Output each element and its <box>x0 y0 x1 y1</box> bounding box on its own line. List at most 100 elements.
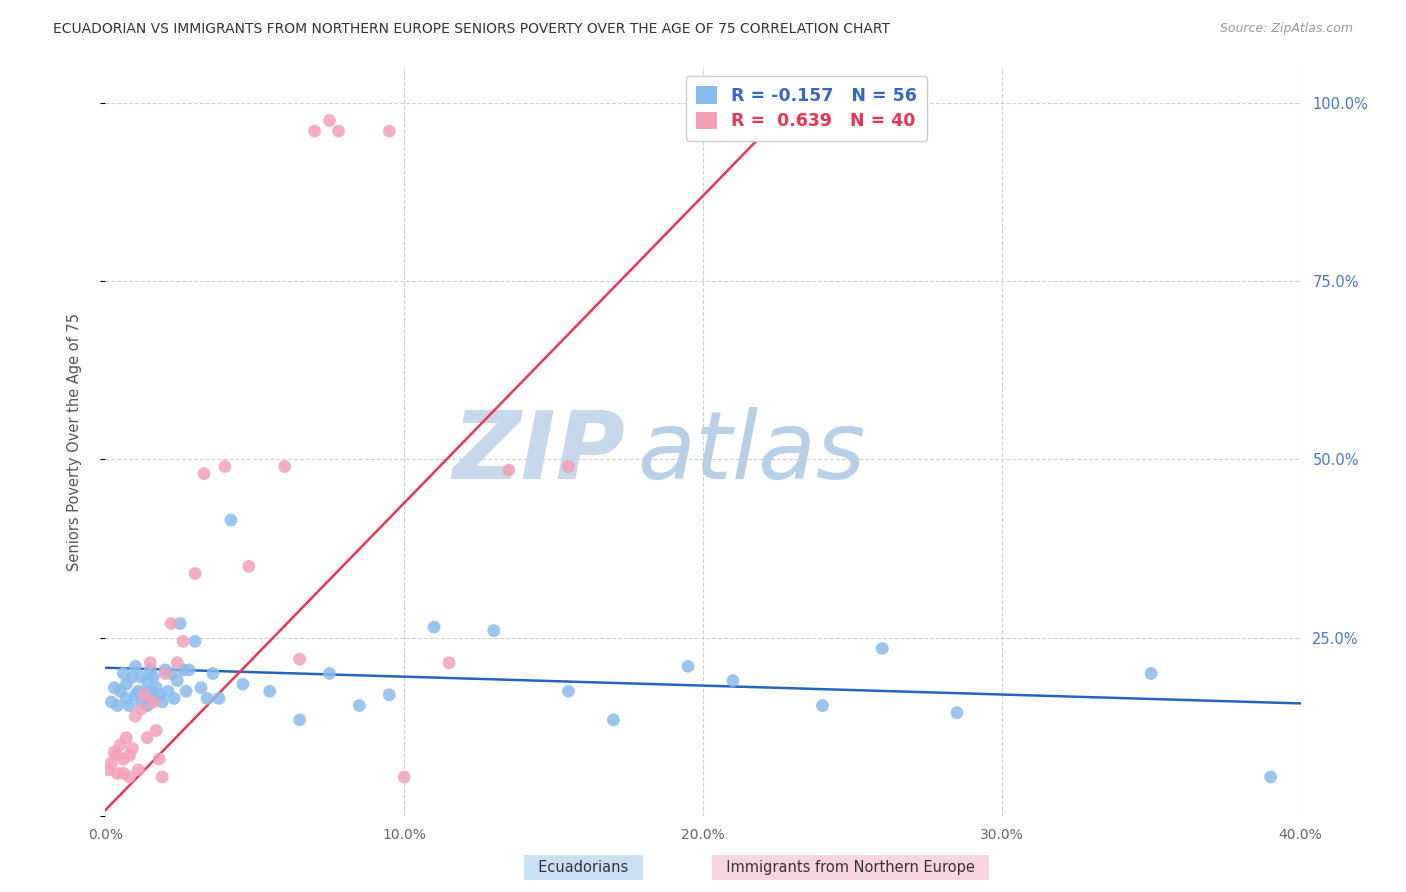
Point <box>219 513 242 527</box>
Text: Ecuadorians: Ecuadorians <box>529 861 638 875</box>
Point <box>157 684 180 698</box>
Point <box>155 666 177 681</box>
Point <box>378 124 401 138</box>
Point <box>423 620 446 634</box>
Point <box>238 559 260 574</box>
Point <box>318 113 340 128</box>
Point <box>193 467 215 481</box>
Point <box>174 684 197 698</box>
Point <box>148 688 170 702</box>
Point <box>190 681 212 695</box>
Point <box>121 741 143 756</box>
Point <box>142 695 165 709</box>
Point <box>177 663 201 677</box>
Point <box>145 723 167 738</box>
Point <box>163 691 186 706</box>
Point <box>721 673 744 688</box>
Point <box>1260 770 1282 784</box>
Point <box>127 763 149 777</box>
Point <box>232 677 254 691</box>
Text: ZIP: ZIP <box>453 407 626 499</box>
Point <box>139 684 162 698</box>
Point <box>557 459 579 474</box>
Point <box>328 124 350 138</box>
Point <box>150 695 173 709</box>
Point <box>110 738 132 752</box>
Point <box>378 688 401 702</box>
Point <box>97 763 120 777</box>
Point <box>112 666 135 681</box>
Point <box>127 684 149 698</box>
Point <box>318 666 340 681</box>
Point <box>166 656 188 670</box>
Point <box>139 663 162 677</box>
Point <box>136 698 159 713</box>
Point <box>202 666 225 681</box>
Point <box>124 659 146 673</box>
Point <box>288 713 311 727</box>
Point <box>214 459 236 474</box>
Point <box>160 616 183 631</box>
Point <box>602 713 624 727</box>
Point <box>1140 666 1163 681</box>
Point <box>118 698 141 713</box>
Point <box>142 691 165 706</box>
Point <box>129 702 153 716</box>
Point <box>112 766 135 780</box>
Point <box>115 691 138 706</box>
Point <box>304 124 326 138</box>
Point <box>112 752 135 766</box>
Point <box>134 684 156 698</box>
Point <box>145 681 167 695</box>
Point <box>482 624 505 638</box>
Point <box>184 566 207 581</box>
Point <box>394 770 416 784</box>
Point <box>437 656 460 670</box>
Point <box>872 641 894 656</box>
Point <box>142 670 165 684</box>
Point <box>160 666 183 681</box>
Point <box>107 766 129 780</box>
Text: ECUADORIAN VS IMMIGRANTS FROM NORTHERN EUROPE SENIORS POVERTY OVER THE AGE OF 75: ECUADORIAN VS IMMIGRANTS FROM NORTHERN E… <box>53 22 890 37</box>
Point <box>107 698 129 713</box>
Point <box>134 688 156 702</box>
Point <box>103 681 125 695</box>
Point <box>676 659 699 673</box>
Point <box>110 684 132 698</box>
Point <box>148 752 170 766</box>
Point <box>811 698 834 713</box>
Legend: R = -0.157   N = 56, R =  0.639   N = 40: R = -0.157 N = 56, R = 0.639 N = 40 <box>686 76 928 141</box>
Point <box>946 706 969 720</box>
Point <box>139 656 162 670</box>
Point <box>121 670 143 684</box>
Point <box>195 691 218 706</box>
Point <box>118 770 141 784</box>
Point <box>172 634 194 648</box>
Point <box>103 745 125 759</box>
Point <box>107 748 129 763</box>
Point <box>129 695 153 709</box>
Point <box>259 684 281 698</box>
Point <box>100 756 122 770</box>
Text: Immigrants from Northern Europe: Immigrants from Northern Europe <box>717 861 984 875</box>
Point <box>166 673 188 688</box>
Y-axis label: Seniors Poverty Over the Age of 75: Seniors Poverty Over the Age of 75 <box>67 312 82 571</box>
Point <box>124 688 146 702</box>
Point <box>129 670 153 684</box>
Text: atlas: atlas <box>637 408 866 499</box>
Point <box>136 731 159 745</box>
Point <box>136 673 159 688</box>
Point <box>288 652 311 666</box>
Point <box>169 616 191 631</box>
Text: Source: ZipAtlas.com: Source: ZipAtlas.com <box>1219 22 1353 36</box>
Point <box>100 695 122 709</box>
Point <box>557 684 579 698</box>
Point <box>115 677 138 691</box>
Point <box>150 770 173 784</box>
Point <box>155 663 177 677</box>
Point <box>273 459 295 474</box>
Point <box>118 748 141 763</box>
Point <box>349 698 371 713</box>
Point <box>115 731 138 745</box>
Point <box>172 663 194 677</box>
